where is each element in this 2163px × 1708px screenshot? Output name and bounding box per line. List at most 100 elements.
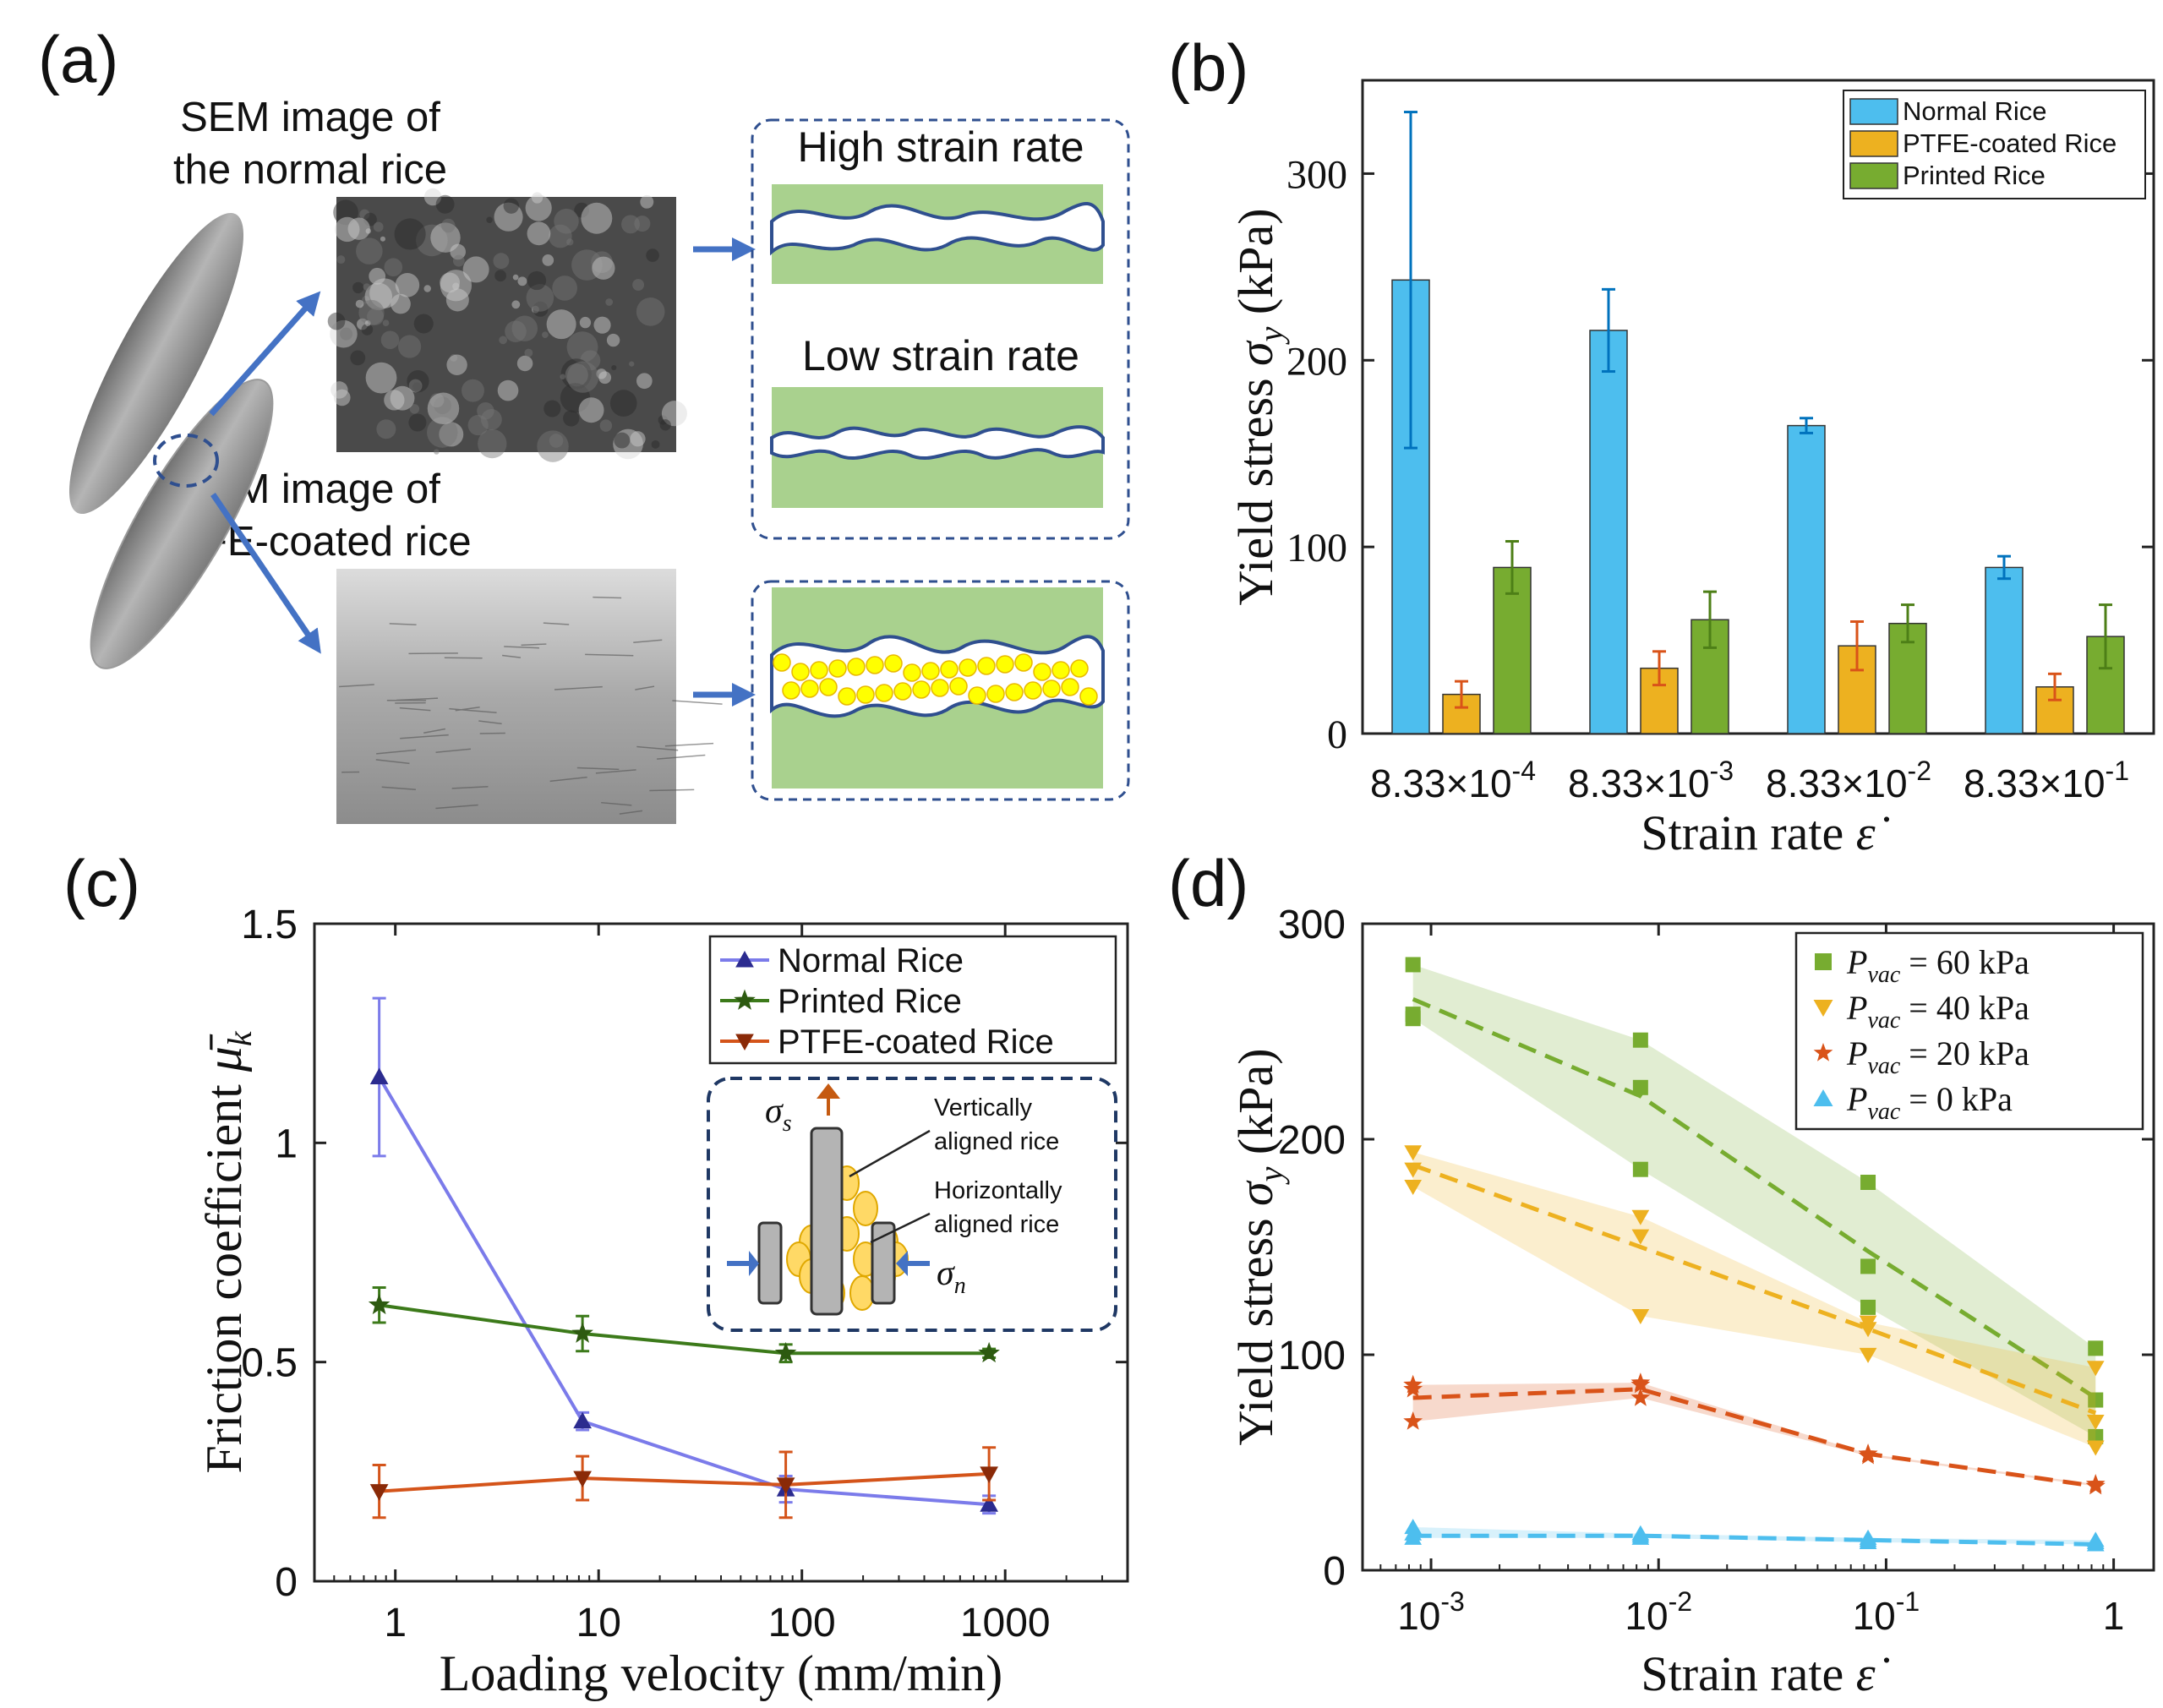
panel-d-label: (d)	[1168, 846, 1249, 920]
interface-ptfe-particles	[770, 587, 1105, 789]
inset-left-rice	[757, 1221, 783, 1305]
sem-texture-spot	[533, 301, 549, 317]
sem-texture-spot	[634, 216, 651, 232]
sem-texture-spot	[357, 318, 369, 330]
sem-texture-spot	[408, 379, 423, 393]
chart-d-ytick-label: 100	[1278, 1334, 1346, 1378]
sem-crack	[657, 754, 706, 760]
schematic-box-ptfe	[751, 580, 1130, 801]
sem-texture-spot	[494, 270, 506, 282]
sem-texture-spot	[384, 390, 405, 411]
sem-crack	[451, 785, 489, 789]
low-strain-rate-label: Low strain rate	[802, 332, 1079, 379]
sem-texture-spot	[596, 368, 607, 379]
sem-crack	[601, 801, 632, 806]
sem-texture-spot	[527, 221, 551, 246]
chart-c-marker	[774, 1341, 797, 1363]
chart-c-legend-label: Printed Rice	[778, 983, 962, 1020]
chart-c-marker	[573, 1411, 592, 1429]
sem-texture-spot	[524, 348, 533, 357]
chart-d-point	[1632, 1161, 1648, 1177]
sem-texture-spot	[330, 319, 358, 348]
chart-c-marker	[369, 1484, 389, 1501]
ptfe-particle	[1042, 679, 1061, 698]
inset-normal-arrow-right	[896, 1251, 930, 1276]
sem-texture-spot	[359, 209, 370, 220]
chart-d-legend	[1794, 931, 2144, 1131]
sem-texture-spot	[376, 419, 396, 439]
sem-texture-spot	[478, 428, 507, 459]
schematic-box-normal	[751, 118, 1130, 540]
rice-grain-front	[90, 379, 274, 669]
sem-texture-spot	[416, 224, 448, 257]
inset-normal-arrow-left	[727, 1251, 759, 1276]
chart-b-bar: 0 100 200 300 8.33×10-4 8.33×10-3 8.33×10-2 8.3…	[1228, 79, 2155, 860]
chart-b-legend-swatch	[1849, 98, 1898, 125]
sem-texture-spot	[427, 417, 458, 448]
sem-texture-spot	[347, 217, 370, 240]
chart-b-ytick-label: 100	[1286, 526, 1347, 570]
chart-d-legend-marker	[1813, 1000, 1833, 1017]
ptfe-particle	[977, 657, 996, 675]
chart-d-legend-marker	[1815, 953, 1832, 970]
chart-c-legend-label: PTFE-coated Rice	[778, 1023, 1054, 1061]
sem-crack	[381, 786, 416, 790]
inset-sigma-n-label: σn	[937, 1254, 966, 1299]
sem-texture-spot	[452, 282, 460, 290]
sem-normal-title-line1: SEM image of	[180, 95, 440, 140]
sem-crack	[576, 767, 620, 771]
sem-texture-spot	[363, 283, 371, 291]
sem-texture-spot	[384, 258, 403, 277]
sem-texture-spot	[580, 350, 601, 371]
sem-texture-spot	[439, 422, 464, 447]
chart-d-point	[1631, 1229, 1650, 1245]
chart-c-ytick-label: 1	[275, 1121, 298, 1166]
sem-texture-spot	[430, 222, 461, 253]
sem-texture-spot	[352, 281, 364, 294]
sem-texture-spot	[571, 249, 603, 281]
sem-texture-spot	[445, 288, 469, 312]
chart-b-legend-swatch	[1849, 162, 1898, 189]
inset-horizontal-label: Horizontally	[934, 1177, 1062, 1204]
chart-c-xtick-label: 1	[384, 1601, 407, 1645]
sem-texture-spot	[350, 350, 366, 366]
sem-texture-spot	[598, 371, 612, 385]
ptfe-particle	[819, 678, 838, 696]
panel-a-label: (a)	[38, 22, 119, 96]
chart-d-legend-label: Pvac = 20 kPa	[1846, 1034, 2029, 1079]
sem-texture-spot	[450, 243, 467, 260]
chart-d-point	[2086, 1361, 2105, 1377]
inset-pointer-vertical	[849, 1129, 931, 1178]
chart-b-legend-label: Printed Rice	[1903, 161, 2046, 190]
chart-d-point	[1632, 1032, 1648, 1048]
sem-texture-spot	[361, 296, 370, 304]
sem-texture-spot	[373, 221, 384, 232]
ptfe-particle	[893, 682, 912, 701]
sem-texture-spot	[369, 267, 386, 285]
panel-c-label: (c)	[63, 846, 140, 920]
ptfe-particle	[1061, 678, 1079, 696]
sem-crack	[502, 654, 522, 658]
chart-c-marker	[980, 1466, 998, 1483]
chart-b-legend-swatch	[1849, 130, 1898, 157]
sem-texture-spot	[549, 434, 564, 448]
ptfe-particle	[1033, 663, 1051, 681]
sem-texture-spot	[333, 389, 351, 407]
sem-texture-spot	[441, 218, 456, 233]
chart-d-xtick-label: 1	[2103, 1594, 2125, 1638]
sem-texture-spot	[537, 430, 569, 462]
chart-d-point	[1404, 1162, 1423, 1178]
chart-d-band	[1412, 1383, 2096, 1487]
sem-texture-spot	[364, 282, 393, 311]
ptfe-particle	[912, 680, 931, 699]
ptfe-particle	[1014, 653, 1033, 672]
chart-d-point	[1631, 1309, 1650, 1324]
chart-d-point	[1630, 1374, 1651, 1394]
sem-texture-spot	[554, 209, 579, 234]
rice-grain-back	[68, 212, 244, 515]
ptfe-particle	[1079, 687, 1098, 706]
ptfe-particle	[1005, 683, 1024, 701]
sem-texture-spot	[542, 254, 554, 266]
chart-b-ylabel: Yield stress σy (kPa)	[1228, 208, 1290, 605]
sem-crack	[585, 653, 634, 657]
